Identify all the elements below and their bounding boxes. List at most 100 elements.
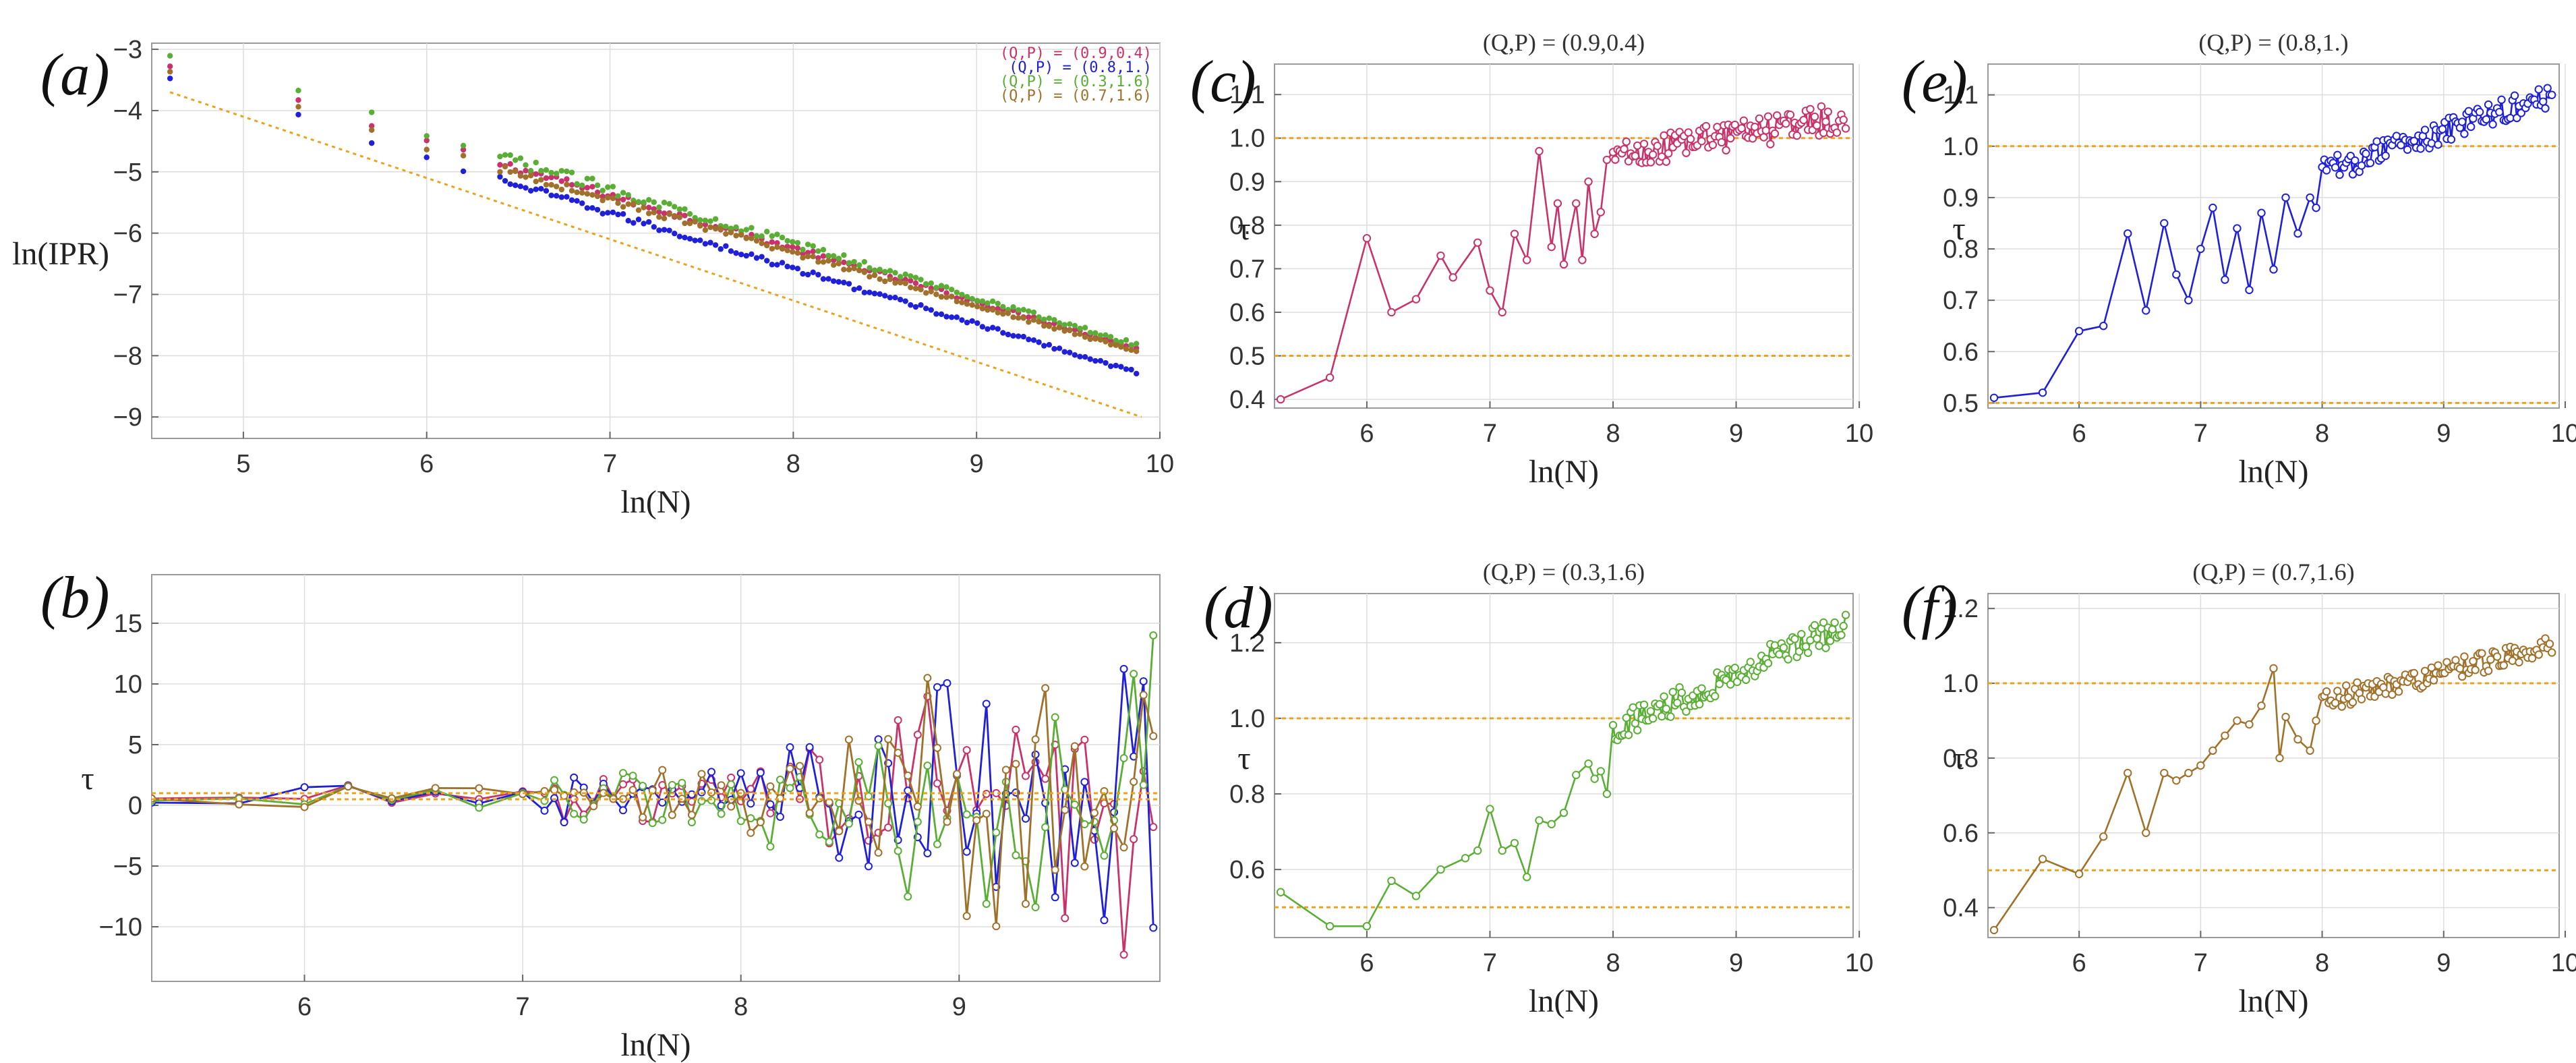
data-point [753, 237, 760, 244]
y-tick-label: −5 [113, 853, 142, 881]
data-point [1547, 242, 1556, 252]
data-point [1051, 893, 1059, 902]
y-tick-label: 0.7 [1943, 287, 1979, 315]
y-tick-label: 0.4 [1229, 386, 1265, 414]
data-point [631, 220, 637, 226]
data-point [844, 820, 853, 828]
data-point [836, 279, 842, 285]
data-point [749, 235, 755, 241]
data-point [1660, 692, 1668, 701]
data-point [766, 809, 775, 817]
data-point [1553, 199, 1562, 208]
data-point [723, 231, 729, 237]
data-point [610, 195, 616, 202]
data-point [1113, 362, 1119, 369]
data-point [2420, 666, 2430, 675]
data-point [589, 183, 595, 190]
data-point [786, 784, 794, 793]
data-point [912, 280, 919, 287]
data-point [2257, 208, 2266, 217]
data-point [1713, 123, 1722, 132]
data-point [723, 243, 729, 249]
data-point [2451, 656, 2460, 664]
data-point [1041, 322, 1047, 329]
data-point [599, 194, 606, 200]
data-point [2515, 658, 2523, 667]
data-point [579, 190, 585, 196]
data-point [2484, 100, 2493, 109]
x-tick-label: 8 [1606, 949, 1620, 977]
data-point [2464, 107, 2473, 115]
data-point [1710, 692, 1720, 701]
data-point [882, 293, 888, 299]
data-point [2074, 869, 2084, 878]
data-point [733, 224, 739, 231]
data-point [923, 762, 932, 770]
data-point [877, 266, 883, 272]
y-tick-label: −3 [113, 36, 142, 64]
data-point [1658, 152, 1666, 161]
data-point [564, 176, 570, 182]
data-point [1648, 150, 1658, 159]
data-point [1072, 352, 1078, 358]
data-point [605, 194, 611, 201]
x-tick-label: 6 [1359, 420, 1374, 448]
data-point [2245, 285, 2254, 295]
data-point [753, 233, 760, 239]
data-point [805, 743, 814, 751]
data-point [687, 811, 696, 820]
data-point [639, 782, 647, 791]
data-point [697, 223, 703, 229]
data-point [2420, 125, 2430, 134]
data-point [1010, 314, 1016, 320]
x-tick-label: 9 [2436, 949, 2451, 977]
data-point [1622, 714, 1631, 722]
data-point [523, 162, 529, 168]
data-point [959, 299, 965, 306]
data-point [676, 206, 683, 212]
y-tick-label: 0.6 [1943, 338, 1979, 366]
data-point [867, 265, 873, 271]
x-tick-label: 8 [1606, 420, 1620, 448]
data-point [943, 290, 949, 296]
data-point [871, 272, 878, 279]
data-point [747, 784, 755, 793]
data-point [1107, 334, 1114, 340]
data-point [1510, 838, 1519, 848]
data-point [1026, 314, 1032, 320]
data-point [678, 778, 686, 787]
data-point [1036, 314, 1042, 320]
data-point [502, 163, 508, 170]
data-point [1535, 146, 1544, 156]
data-point [747, 828, 755, 837]
data-point [625, 218, 631, 224]
data-point [589, 175, 595, 181]
data-point [923, 674, 932, 683]
data-point [460, 142, 467, 149]
data-point [497, 169, 503, 175]
data-point [928, 288, 934, 295]
legend-entry: (Q,P) = (0.7,1.6) [1000, 88, 1152, 105]
data-point [1000, 330, 1006, 336]
data-point [1448, 273, 1457, 282]
data-point [1103, 360, 1109, 366]
data-point [902, 298, 908, 304]
data-point [836, 260, 842, 266]
data-point [548, 192, 554, 198]
data-point [1819, 618, 1828, 627]
data-point [568, 181, 575, 188]
x-tick-label: 9 [1729, 949, 1743, 977]
data-point [825, 252, 831, 259]
data-point [830, 257, 837, 264]
data-point [368, 127, 375, 133]
data-point [2455, 664, 2465, 673]
data-point [764, 242, 770, 249]
data-point [804, 241, 811, 248]
data-point [992, 828, 1001, 837]
data-point [1737, 123, 1746, 133]
data-point [1775, 650, 1784, 659]
data-point [1726, 680, 1735, 689]
data-point [1662, 704, 1671, 714]
data-point [1041, 343, 1047, 349]
data-point [1130, 778, 1138, 786]
